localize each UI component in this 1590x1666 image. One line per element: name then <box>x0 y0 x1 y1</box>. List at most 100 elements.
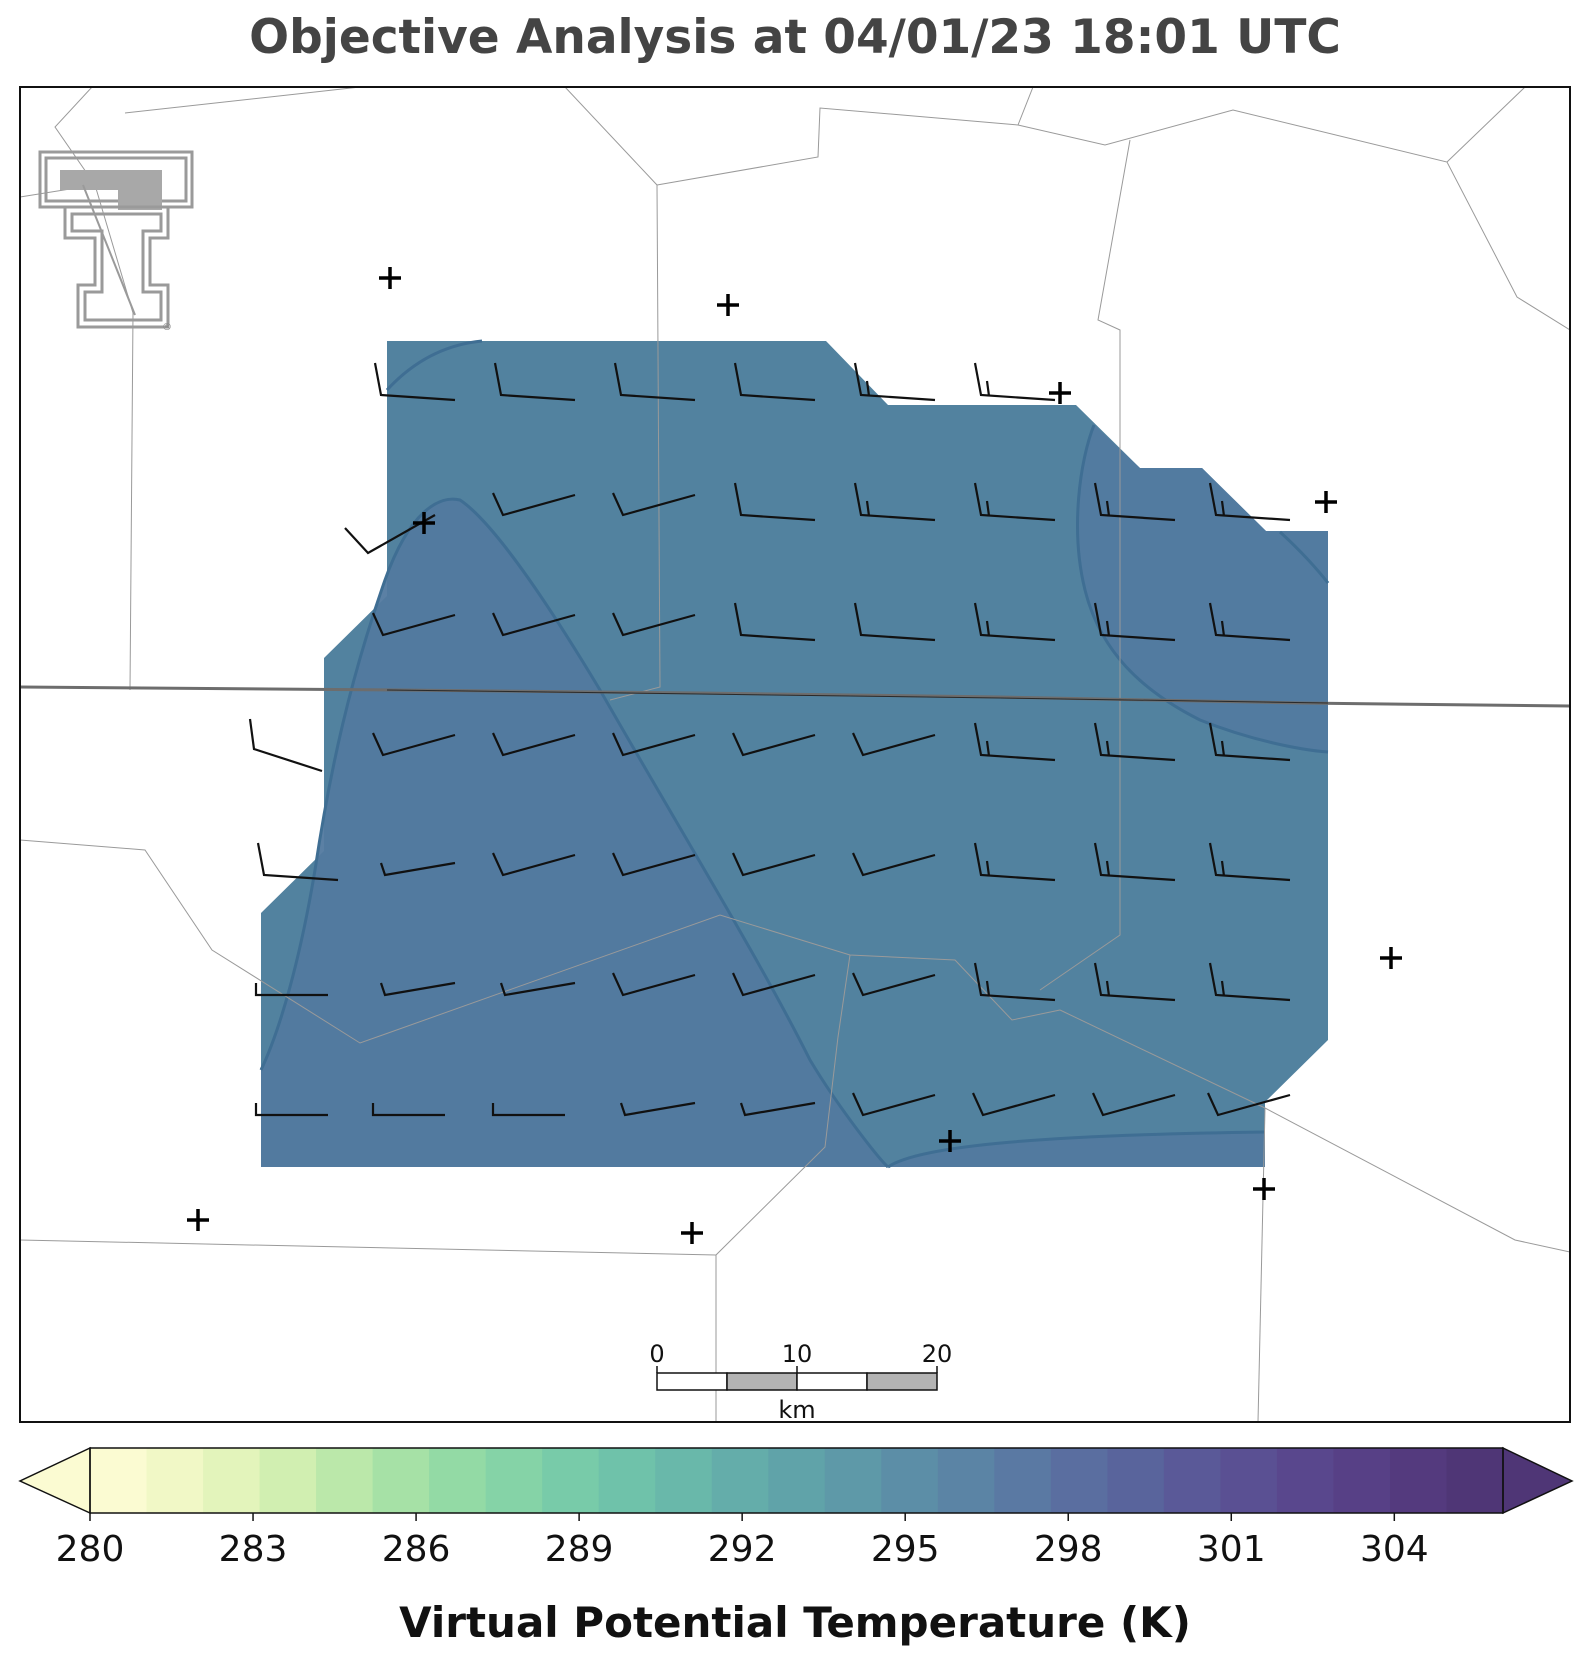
wind-barb <box>853 602 936 642</box>
contour-line <box>259 497 890 1169</box>
colorbar-cell <box>316 1448 374 1513</box>
wind-barb <box>1093 602 1176 642</box>
analysis-field-northeast-region <box>1077 425 1328 752</box>
station-marker <box>413 512 435 534</box>
wind-barb <box>379 861 456 877</box>
station-marker <box>1253 1178 1275 1200</box>
wind-barb <box>611 492 696 517</box>
wind-barb <box>491 1103 565 1117</box>
colorbar-tick-label: 292 <box>708 1529 777 1570</box>
colorbar-tick-label: 304 <box>1360 1529 1429 1570</box>
wind-barb <box>973 602 1056 642</box>
station-marker <box>939 1130 961 1152</box>
county-boundaries <box>20 87 1570 1422</box>
station-marker <box>1315 491 1337 513</box>
colorbar-cell <box>485 1448 543 1513</box>
colorbar-cell <box>1389 1448 1448 1513</box>
wind-barb <box>1208 842 1291 882</box>
contour-line <box>887 1130 1266 1169</box>
wind-barb <box>256 842 339 882</box>
wind-barb <box>973 842 1056 882</box>
scale-tick-20: 20 <box>922 1340 953 1368</box>
wind-barb <box>851 972 936 997</box>
station-marker <box>379 267 401 289</box>
wind-barb <box>491 852 576 877</box>
wind-barb <box>611 972 696 997</box>
wind-barb <box>1208 482 1291 522</box>
colorbar-tick-label: 280 <box>56 1529 125 1570</box>
wind-barb <box>491 732 576 757</box>
colorbar-cell <box>1333 1448 1391 1513</box>
colorbar-max-extension <box>1502 1446 1574 1515</box>
station-marker <box>187 1209 209 1231</box>
scale-units: km <box>778 1396 815 1424</box>
wind-barb <box>851 852 936 877</box>
wind-barb <box>1208 722 1291 762</box>
wind-barb <box>973 482 1056 522</box>
colorbar-cell <box>655 1448 713 1513</box>
wind-barb <box>373 362 456 402</box>
station-marker <box>1380 947 1402 969</box>
wind-barb <box>733 602 816 642</box>
wind-barb <box>371 612 456 637</box>
contour-line <box>1278 530 1330 584</box>
colorbar-cell <box>372 1448 430 1513</box>
scale-tick-0: 0 <box>649 1340 664 1368</box>
wind-barb <box>379 981 456 997</box>
colorbar-tick-label: 295 <box>871 1529 940 1570</box>
colorbar-cell <box>1446 1448 1504 1513</box>
colorbar-cell <box>90 1448 148 1513</box>
wind-barb <box>853 482 936 522</box>
wind-barbs-layer <box>248 362 1291 1117</box>
wind-barb <box>731 732 816 757</box>
colorbar-label: Virtual Potential Temperature (K) <box>399 1598 1191 1647</box>
wind-barb <box>254 1103 328 1117</box>
scale-tick-10: 10 <box>782 1340 813 1368</box>
colorbar-cell <box>937 1448 995 1513</box>
state-boundary <box>20 685 1570 708</box>
wind-barb <box>344 514 436 555</box>
colorbar-cell <box>203 1448 261 1513</box>
colorbar-min-extension <box>18 1446 91 1515</box>
wind-barb <box>739 1101 816 1117</box>
wind-barb <box>731 972 816 997</box>
wind-barb <box>733 362 816 402</box>
wind-barb <box>491 492 576 517</box>
colorbar-cell <box>598 1448 656 1513</box>
wind-barb <box>851 732 936 757</box>
colorbar-cell <box>1220 1448 1278 1513</box>
stations-layer <box>187 267 1402 1244</box>
wind-barb <box>1208 962 1291 1002</box>
state-boundary-shadow <box>386 689 1329 704</box>
station-marker <box>1049 382 1071 404</box>
scale-bar: 0 10 20 km <box>649 1340 953 1424</box>
colorbar-tick-label: 289 <box>545 1529 614 1570</box>
colorbar-outline <box>89 1447 1504 1514</box>
wind-barb <box>613 362 696 402</box>
wind-barb <box>731 852 816 877</box>
double-t-logo: ® <box>38 150 194 333</box>
wind-barb <box>851 1092 936 1117</box>
wind-barb <box>973 962 1056 1002</box>
wind-barb <box>254 983 328 997</box>
wind-barb <box>491 612 576 637</box>
colorbar-cell <box>146 1448 204 1513</box>
wind-barb <box>499 981 576 997</box>
wind-barb <box>619 1101 696 1117</box>
map-panel: ® 0 10 20 km <box>19 86 1571 1424</box>
wind-barb <box>1206 1092 1291 1117</box>
registered-mark: ® <box>162 322 172 333</box>
station-marker <box>717 294 739 316</box>
colorbar-cell <box>1107 1448 1165 1513</box>
colorbar-cell <box>768 1448 826 1513</box>
colorbar-tick-label: 283 <box>219 1529 288 1570</box>
wind-barb <box>611 732 696 757</box>
wind-barb <box>1208 602 1291 642</box>
wind-barb <box>1091 1092 1176 1117</box>
wind-barb <box>1093 962 1176 1002</box>
colorbar-cell <box>1050 1448 1108 1513</box>
colorbar-cell <box>542 1448 600 1513</box>
colorbar-cell <box>881 1448 939 1513</box>
wind-barb <box>1093 842 1176 882</box>
wind-barb <box>493 362 576 402</box>
